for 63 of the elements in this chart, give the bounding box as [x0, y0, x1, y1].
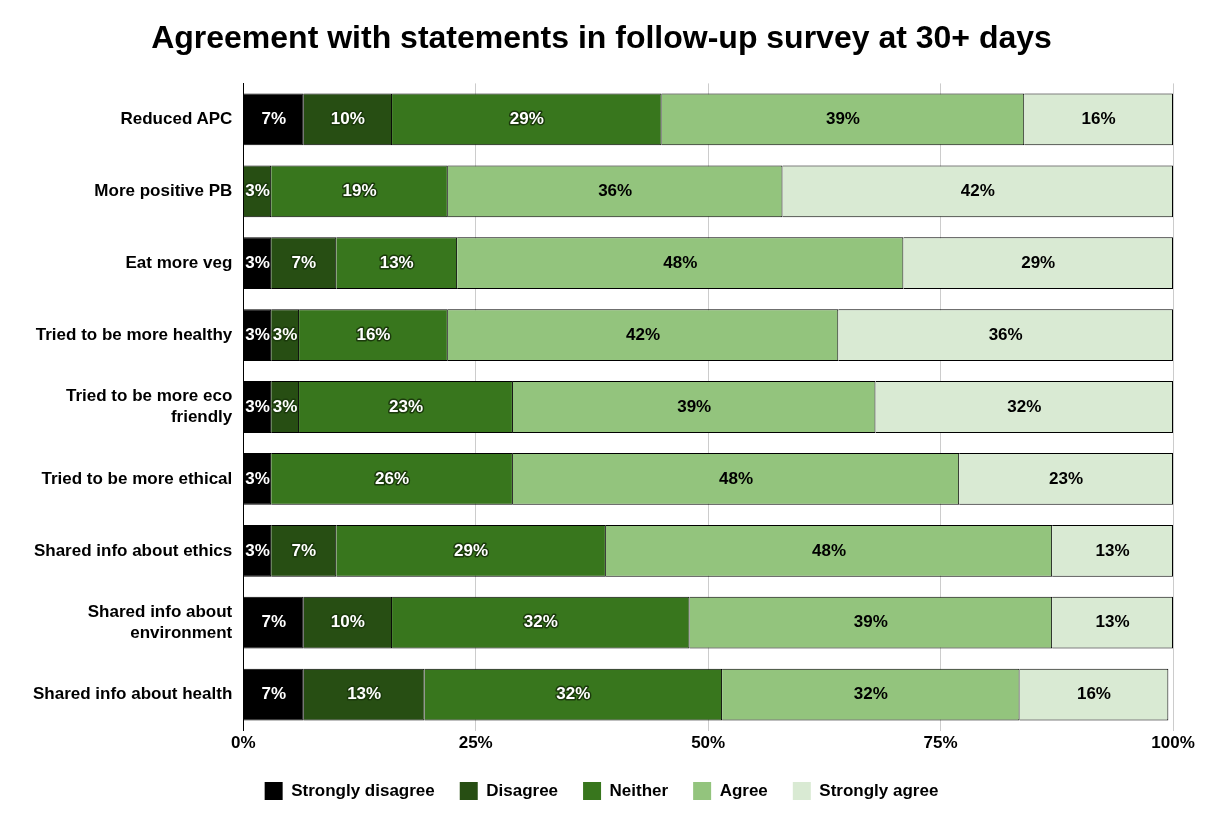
data-label: 3% [245, 180, 270, 200]
data-label: 7% [291, 540, 317, 560]
data-label: 36% [988, 324, 1023, 344]
data-label: 23% [1049, 468, 1084, 488]
y-tick-label: Shared info about environment [87, 602, 233, 642]
data-label: 3% [245, 468, 270, 488]
y-tick-label: More positive PB [94, 180, 233, 200]
data-label: 48% [719, 468, 754, 488]
legend-label: Strongly disagree [291, 780, 435, 800]
y-tick-label: Eat more veg [125, 252, 233, 272]
data-label: 3% [272, 324, 298, 344]
data-label: 36% [598, 180, 633, 200]
data-label: 32% [1007, 396, 1042, 416]
legend-label: Neither [609, 780, 669, 800]
data-label: 42% [960, 180, 995, 200]
data-label: 39% [825, 109, 860, 129]
legend-label: Disagree [486, 780, 559, 800]
data-label: 13% [347, 684, 382, 704]
data-label: 48% [663, 252, 698, 272]
y-tick-label: Reduced APC [120, 109, 233, 129]
x-tick-label: 50% [691, 733, 726, 753]
data-label: 3% [245, 540, 270, 560]
data-label: 32% [556, 684, 591, 704]
legend-label: Agree [719, 780, 768, 800]
data-label: 32% [523, 612, 558, 632]
data-label: 48% [811, 540, 847, 560]
y-tick-label: Shared info about ethics [33, 540, 233, 560]
data-label: 10% [330, 612, 365, 632]
data-label: 39% [677, 396, 712, 416]
data-label: 29% [1021, 252, 1056, 272]
y-tick-label: Tried to be more ethical [41, 468, 233, 488]
data-label: 16% [1081, 109, 1116, 129]
data-label: 7% [261, 109, 287, 129]
data-label: 23% [388, 396, 423, 416]
data-label: 42% [626, 324, 661, 344]
chart-title: Agreement with statements in follow-up survey at 30+ days [151, 19, 1052, 56]
data-label: 7% [261, 684, 287, 704]
y-tick-label: Tried to be more eco friendly [66, 386, 233, 426]
data-label: 16% [356, 324, 391, 344]
x-tick-label: 75% [923, 733, 958, 753]
y-tick-label: Shared info about health [32, 684, 233, 704]
data-label: 7% [261, 612, 287, 632]
data-label: 13% [379, 252, 414, 272]
data-label: 16% [1076, 684, 1111, 704]
data-label: 26% [375, 468, 410, 488]
data-label: 3% [245, 252, 270, 272]
data-label: 7% [291, 252, 317, 272]
x-tick-label: 0% [231, 733, 256, 753]
data-label: 13% [1095, 612, 1130, 632]
data-label: 39% [853, 612, 888, 632]
y-tick-label: Tried to be more healthy [35, 324, 233, 344]
data-label: 13% [1095, 540, 1130, 560]
data-label: 29% [509, 109, 544, 129]
legend-label: Strongly agree [819, 780, 939, 800]
x-tick-label: 25% [458, 733, 493, 753]
data-label: 10% [330, 109, 365, 129]
data-label: 3% [245, 324, 270, 344]
x-tick-label: 100% [1151, 733, 1195, 753]
data-label: 3% [272, 396, 298, 416]
data-label: 3% [245, 396, 270, 416]
data-label: 19% [342, 180, 377, 200]
data-label: 32% [853, 684, 888, 704]
data-label: 29% [454, 540, 489, 560]
